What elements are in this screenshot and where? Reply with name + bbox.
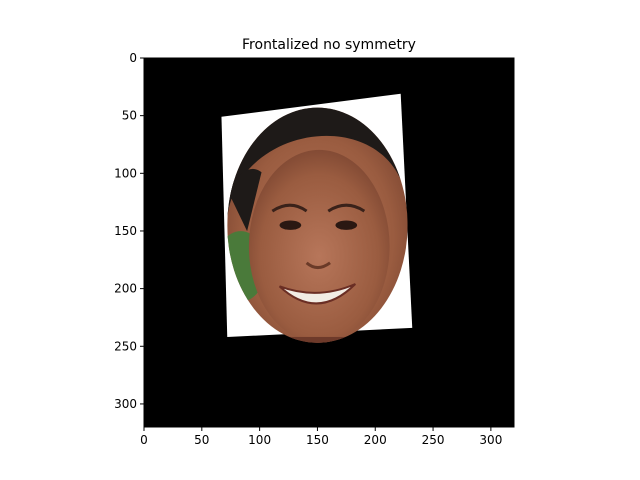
eyebrow-left — [271, 203, 308, 213]
y-tick-label: 100 — [114, 166, 137, 180]
y-tick-label: 150 — [114, 224, 137, 238]
x-tick-label: 100 — [248, 433, 271, 447]
eyebrow-right — [327, 203, 366, 213]
y-tick-label: 50 — [122, 109, 137, 123]
x-tick-label: 50 — [194, 433, 209, 447]
x-tick-label: 250 — [422, 433, 445, 447]
y-tick-label: 200 — [114, 282, 137, 296]
chart-title: Frontalized no symmetry — [242, 37, 416, 53]
eye-left — [279, 220, 302, 230]
y-tick-label: 250 — [114, 339, 137, 353]
nose — [305, 261, 331, 270]
face-image — [221, 93, 413, 343]
y-tick-label: 0 — [129, 51, 137, 65]
neck — [281, 336, 354, 343]
x-tick-label: 150 — [306, 433, 329, 447]
side-hair — [227, 168, 262, 232]
x-tick-label: 0 — [140, 433, 148, 447]
axes — [143, 57, 515, 428]
x-tick-label: 300 — [479, 433, 502, 447]
y-axis: 0 50 100 150 200 250 300 — [114, 51, 144, 411]
eye-right — [335, 220, 358, 230]
axes-frame — [143, 57, 515, 428]
x-tick-label: 200 — [364, 433, 387, 447]
y-tick-label: 300 — [114, 397, 137, 411]
face-skin — [248, 149, 390, 343]
smile — [278, 283, 357, 305]
x-axis: 0 50 100 150 200 250 300 — [140, 427, 502, 447]
